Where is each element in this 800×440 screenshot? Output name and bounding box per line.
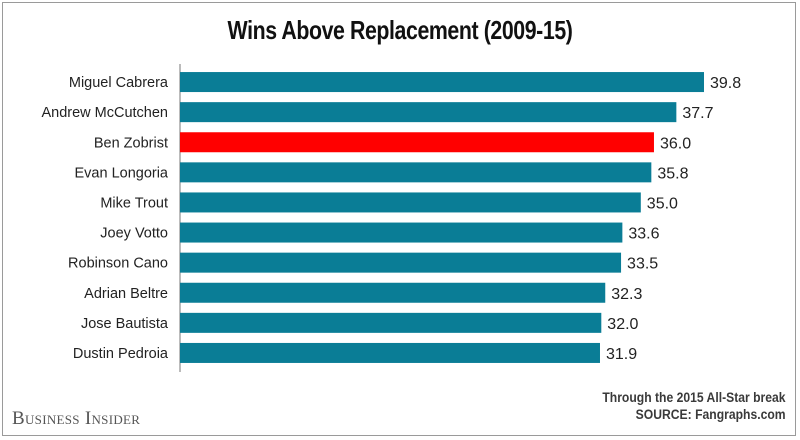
bar-ben-zobrist [180, 132, 654, 153]
value-label: 31.9 [606, 346, 637, 363]
category-label: Evan Longoria [74, 165, 168, 181]
category-label: Joey Votto [100, 226, 168, 242]
value-label: 32.3 [611, 286, 642, 303]
bar-joey-votto [180, 222, 623, 243]
category-label: Andrew McCutchen [41, 105, 168, 121]
bar-robinson-cano [180, 252, 622, 273]
value-label: 39.8 [710, 75, 741, 92]
note-line-1: Through the 2015 All-Star break [602, 390, 786, 405]
bar-adrian-beltre [180, 282, 606, 303]
bar-mike-trout [180, 192, 641, 213]
source-note: Through the 2015 All-Star break SOURCE: … [603, 389, 786, 423]
category-label: Miguel Cabrera [69, 75, 169, 91]
note-line-2: SOURCE: Fangraphs.com [636, 407, 786, 422]
chart-title: Wins Above Replacement (2009-15) [227, 15, 573, 45]
value-label: 37.7 [682, 105, 713, 122]
bar-evan-longoria [180, 162, 652, 183]
category-label: Dustin Pedroia [73, 346, 169, 362]
bar-jose-bautista [180, 312, 602, 333]
value-label: 35.0 [647, 195, 678, 212]
category-label: Robinson Cano [68, 256, 168, 272]
value-label: 32.0 [607, 316, 638, 333]
category-label: Adrian Beltre [84, 286, 168, 302]
value-label: 36.0 [660, 135, 691, 152]
category-label: Jose Bautista [81, 316, 169, 332]
brand-logo-text: Business Insider [12, 408, 141, 429]
value-label: 33.5 [627, 256, 658, 273]
bar-dustin-pedroia [180, 342, 600, 363]
value-label: 33.6 [628, 226, 659, 243]
value-label: 35.8 [657, 165, 688, 182]
bar-miguel-cabrera [180, 72, 704, 93]
category-label: Mike Trout [100, 195, 168, 211]
bar-andrew-mccutchen [180, 102, 677, 123]
category-label: Ben Zobrist [94, 135, 168, 151]
